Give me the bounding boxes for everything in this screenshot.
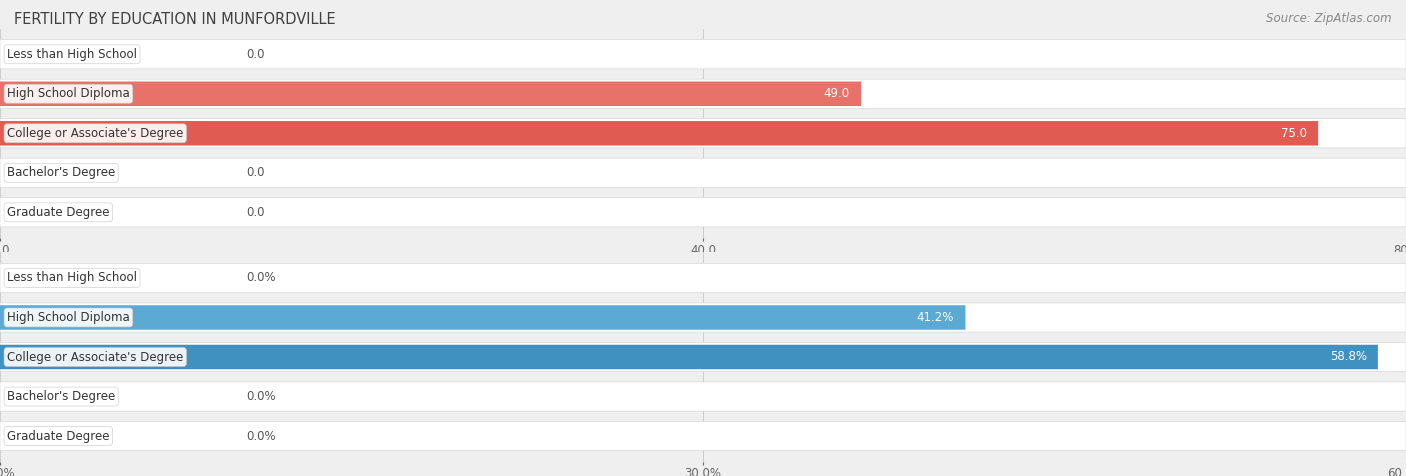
FancyBboxPatch shape xyxy=(0,119,1406,148)
Text: 41.2%: 41.2% xyxy=(917,311,955,324)
Text: 0.0%: 0.0% xyxy=(246,271,276,285)
FancyBboxPatch shape xyxy=(0,305,966,330)
Text: Graduate Degree: Graduate Degree xyxy=(7,206,110,219)
FancyBboxPatch shape xyxy=(0,345,1378,369)
Text: High School Diploma: High School Diploma xyxy=(7,311,129,324)
FancyBboxPatch shape xyxy=(0,263,1406,293)
FancyBboxPatch shape xyxy=(0,303,1406,332)
FancyBboxPatch shape xyxy=(0,40,1406,69)
Text: Bachelor's Degree: Bachelor's Degree xyxy=(7,166,115,179)
Text: Less than High School: Less than High School xyxy=(7,271,136,285)
FancyBboxPatch shape xyxy=(0,79,1406,109)
Text: High School Diploma: High School Diploma xyxy=(7,87,129,100)
Text: Source: ZipAtlas.com: Source: ZipAtlas.com xyxy=(1267,12,1392,25)
FancyBboxPatch shape xyxy=(0,81,860,106)
Text: 75.0: 75.0 xyxy=(1281,127,1308,140)
FancyBboxPatch shape xyxy=(0,421,1406,451)
Text: 0.0%: 0.0% xyxy=(246,390,276,403)
Text: 0.0: 0.0 xyxy=(246,48,264,61)
Text: 0.0: 0.0 xyxy=(246,166,264,179)
Text: College or Associate's Degree: College or Associate's Degree xyxy=(7,350,183,364)
FancyBboxPatch shape xyxy=(0,121,1319,146)
Text: Bachelor's Degree: Bachelor's Degree xyxy=(7,390,115,403)
Text: 58.8%: 58.8% xyxy=(1330,350,1367,364)
Text: Less than High School: Less than High School xyxy=(7,48,136,61)
Text: 49.0: 49.0 xyxy=(824,87,849,100)
FancyBboxPatch shape xyxy=(0,198,1406,227)
Text: 0.0: 0.0 xyxy=(246,206,264,219)
FancyBboxPatch shape xyxy=(0,342,1406,372)
FancyBboxPatch shape xyxy=(0,382,1406,411)
Text: College or Associate's Degree: College or Associate's Degree xyxy=(7,127,183,140)
Text: Graduate Degree: Graduate Degree xyxy=(7,429,110,443)
Text: 0.0%: 0.0% xyxy=(246,429,276,443)
FancyBboxPatch shape xyxy=(0,158,1406,188)
Text: FERTILITY BY EDUCATION IN MUNFORDVILLE: FERTILITY BY EDUCATION IN MUNFORDVILLE xyxy=(14,12,336,27)
